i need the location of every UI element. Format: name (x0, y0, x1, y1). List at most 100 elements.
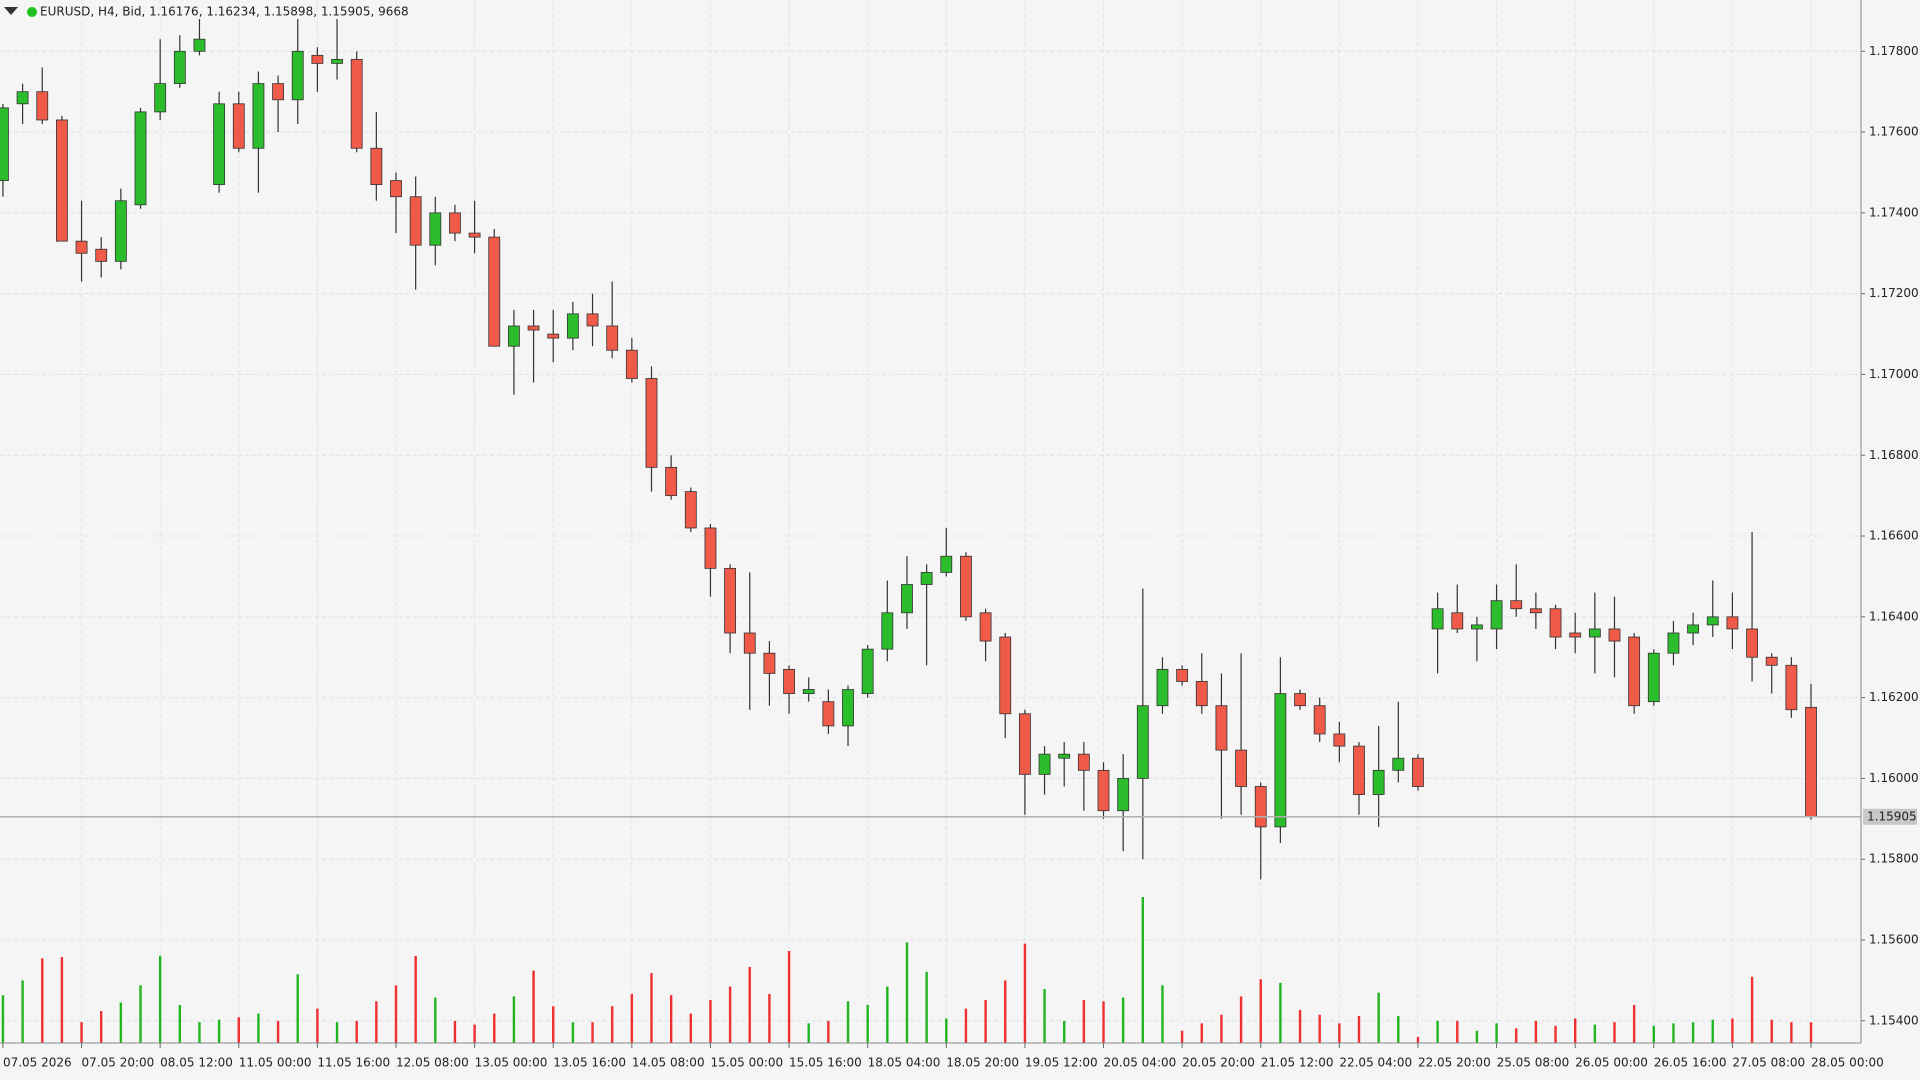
volume-bar (335, 1022, 339, 1043)
candle-body (1372, 769, 1385, 795)
volume-bar (1200, 1023, 1203, 1043)
x-tick-label: 12.05 08:00 (396, 1056, 469, 1070)
volume-bar (886, 986, 889, 1043)
candle-body (488, 236, 501, 347)
volume-bar (532, 970, 535, 1043)
volume-bar (591, 1022, 594, 1043)
candle-body (193, 38, 206, 52)
candle-body (1058, 753, 1071, 759)
candle-body (390, 180, 402, 198)
candle-body (409, 196, 422, 246)
volume-bar (296, 974, 299, 1043)
candle-body (1608, 628, 1621, 642)
y-tick-label: 1.17400 (1869, 205, 1919, 219)
volume-bar (21, 980, 24, 1043)
volume-bar (1063, 1020, 1066, 1043)
y-tick-label: 1.17200 (1869, 286, 1919, 300)
candle-body (1549, 608, 1562, 638)
volume-bar (1573, 1018, 1577, 1043)
volume-bar (630, 993, 634, 1043)
volume-bar (1, 995, 5, 1043)
bid-label-box (1863, 808, 1917, 825)
volume-bar (1023, 943, 1027, 1043)
candle-body (999, 636, 1012, 715)
volume-bar (473, 1024, 476, 1043)
y-tick-label: 1.15800 (1869, 852, 1919, 866)
x-tick-label: 27.05 08:00 (1732, 1056, 1805, 1070)
candle-body (920, 571, 933, 585)
candle-body (1294, 693, 1306, 707)
volume-bar (610, 1006, 614, 1043)
volume-bar (1456, 1020, 1459, 1043)
volume-bar (100, 1011, 103, 1043)
volume-bar (217, 1019, 221, 1043)
x-tick-label: 25.05 08:00 (1497, 1056, 1570, 1070)
candle-body (1687, 624, 1700, 634)
volume-bar (1239, 996, 1243, 1043)
menu-triangle[interactable] (4, 7, 18, 15)
volume-bar (316, 1008, 319, 1043)
volume-bar (1279, 982, 1282, 1043)
chart-title: EURUSD, H4, Bid, 1.16176, 1.16234, 1.158… (40, 5, 409, 19)
candle-body (1726, 616, 1739, 630)
volume-bar (1731, 1018, 1734, 1043)
candle-body (1667, 632, 1680, 654)
candle-body (1254, 786, 1267, 828)
volume-bar (1259, 979, 1262, 1043)
volume-bar (158, 955, 162, 1043)
x-tick-label: 19.05 12:00 (1025, 1056, 1098, 1070)
volume-bar (1652, 1025, 1655, 1043)
volume-bar (1357, 1016, 1361, 1043)
candle-body (645, 378, 658, 468)
volume-bar (1475, 1030, 1479, 1043)
candle-body (940, 555, 953, 573)
candle-body (625, 349, 638, 379)
volume-bar (237, 1017, 240, 1043)
candle-body (1176, 668, 1189, 682)
x-tick-label: 07.05 20:00 (82, 1056, 155, 1070)
volume-bar (748, 966, 751, 1043)
volume-bar (1613, 1022, 1616, 1043)
candle-body (1529, 608, 1542, 614)
volume-bar (905, 942, 909, 1043)
x-tick-label: 11.05 16:00 (317, 1056, 390, 1070)
candle-body (1195, 681, 1208, 707)
volume-bar (1397, 1016, 1400, 1043)
candle-body (36, 91, 49, 121)
candle-body (1333, 733, 1346, 747)
candle-body (1274, 693, 1287, 828)
x-tick-label: 08.05 12:00 (160, 1056, 233, 1070)
candle-body (743, 632, 756, 654)
volume-bar (453, 1020, 457, 1043)
candle-body (1431, 608, 1444, 630)
candle-body (350, 58, 363, 149)
volume-bar (1691, 1022, 1695, 1043)
candle-body (704, 527, 717, 569)
volume-bar (60, 957, 64, 1043)
x-tick-label: 21.05 12:00 (1261, 1056, 1334, 1070)
candle-body (1706, 616, 1719, 626)
y-tick-label: 1.15400 (1869, 1013, 1919, 1027)
volume-bar (846, 1001, 850, 1043)
volume-bar (375, 1001, 378, 1043)
volume-bar (1495, 1023, 1498, 1043)
candle-body (0, 107, 9, 181)
volume-bar (1141, 897, 1145, 1043)
candle-body (114, 200, 127, 262)
candle-body (822, 701, 835, 727)
candle-body (1746, 628, 1758, 658)
candle-body (1117, 778, 1130, 812)
candle-body (370, 147, 383, 186)
volume-bar (807, 1023, 810, 1043)
candle-body (468, 232, 481, 238)
volume-bar (1436, 1020, 1439, 1043)
volume-bar (1004, 980, 1007, 1043)
volume-bar (394, 985, 398, 1043)
candle-body (724, 567, 737, 634)
x-tick-label: 26.05 00:00 (1575, 1056, 1648, 1070)
candle-body (1156, 668, 1169, 707)
candle-body (1451, 612, 1464, 630)
volume-bar (768, 993, 771, 1043)
candle-body (331, 58, 343, 64)
